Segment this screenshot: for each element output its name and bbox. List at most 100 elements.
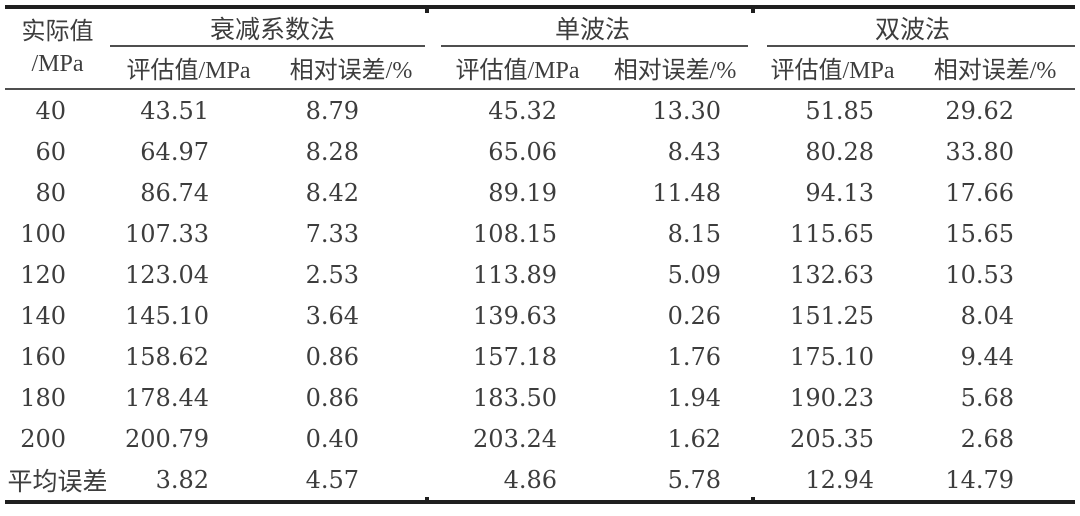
cell-error: 5.09 [667,260,722,289]
cell-error: 8.04 [960,301,1015,330]
cell-estimate: 51.85 [805,96,875,125]
rule-joint-tick [751,8,755,13]
cell-error: 8.42 [305,178,360,207]
header-actual-value: 实际值 /MPa [5,9,110,90]
cell-actual: 200 [20,424,66,453]
cell-error: 14.79 [945,465,1015,494]
header-group-row: 实际值 /MPa 衰减系数法 单波法 双波法 [5,9,1076,90]
cell-estimate: 64.97 [140,137,209,166]
table-row: 120 123.04 2.53 113.89 5.09 132.63 10.53 [5,254,1075,295]
cell-error: 1.94 [667,383,722,412]
cell-estimate: 43.51 [140,96,209,125]
cell-error: 3.64 [305,301,360,330]
table-row: 80 86.74 8.42 89.19 11.48 94.13 17.66 [5,172,1075,213]
cell-actual: 180 [20,383,66,412]
cell-error: 2.53 [305,260,360,289]
cell-estimate: 203.24 [473,424,558,453]
subheader-error-1: 相对误差/% [267,47,436,90]
cell-estimate: 107.33 [125,219,209,248]
header-group-single-wave-method: 单波法 [435,9,750,47]
cell-error: 1.62 [667,424,722,453]
cell-estimate: 65.06 [488,137,558,166]
cell-error: 5.78 [667,465,722,494]
cell-error: 10.53 [945,260,1015,289]
cell-error: 8.28 [305,137,360,166]
cell-estimate: 94.13 [805,178,875,207]
cell-error: 8.43 [667,137,722,166]
cell-error: 9.44 [960,342,1015,371]
cell-error: 29.62 [945,96,1015,125]
cell-estimate: 108.15 [473,219,558,248]
cell-error: 5.68 [960,383,1015,412]
cell-estimate: 145.10 [125,301,209,330]
subheader-estimate-2: 评估值/MPa [435,47,601,90]
rule-joint-tick [425,497,429,502]
cell-error: 0.86 [305,342,360,371]
cell-estimate: 89.19 [488,178,558,207]
cell-error: 0.86 [305,383,360,412]
cell-actual: 100 [20,219,66,248]
cell-error: 4.57 [305,465,360,494]
cell-estimate: 158.62 [125,342,209,371]
header-actual-line2: /MPa [31,50,84,77]
cell-actual: 40 [35,96,66,125]
cell-estimate: 139.63 [473,301,558,330]
cell-error: 2.68 [960,424,1015,453]
cell-error: 33.80 [945,137,1015,166]
table-row: 40 43.51 8.79 45.32 13.30 51.85 29.62 [5,90,1075,131]
cell-estimate: 178.44 [125,383,209,412]
cell-actual: 80 [35,178,66,207]
header-group-attenuation-method: 衰减系数法 [110,9,435,47]
cell-estimate: 190.23 [790,383,875,412]
cell-estimate: 4.86 [503,465,558,494]
cell-estimate: 3.82 [155,465,209,494]
subheader-error-2: 相对误差/% [600,47,751,90]
cell-estimate: 132.63 [790,260,875,289]
cell-actual: 140 [20,301,66,330]
table-row: 180 178.44 0.86 183.50 1.94 190.23 5.68 [5,377,1075,418]
cell-average-label: 平均误差 [7,466,108,496]
cell-estimate: 115.65 [790,219,875,248]
table-row: 60 64.97 8.28 65.06 8.43 80.28 33.80 [5,131,1075,172]
subheader-error-3: 相对误差/% [915,47,1076,90]
table-row: 160 158.62 0.86 157.18 1.76 175.10 9.44 [5,336,1075,377]
cell-error: 15.65 [945,219,1015,248]
cell-error: 13.30 [652,96,722,125]
cell-estimate: 123.04 [125,260,209,289]
cell-estimate: 175.10 [790,342,875,371]
cell-error: 8.79 [305,96,360,125]
cell-estimate: 12.94 [805,465,875,494]
cell-actual: 60 [35,137,66,166]
header-group-double-wave-method: 双波法 [750,9,1076,47]
cell-estimate: 86.74 [140,178,209,207]
rule-joint-tick [425,8,429,13]
cell-error: 7.33 [305,219,360,248]
table-row: 200 200.79 0.40 203.24 1.62 205.35 2.68 [5,418,1075,459]
table-row: 140 145.10 3.64 139.63 0.26 151.25 8.04 [5,295,1075,336]
cell-error: 1.76 [667,342,722,371]
cell-estimate: 200.79 [125,424,209,453]
stress-evaluation-table: 实际值 /MPa 衰减系数法 单波法 双波法 评估值/MPa 相对误差/% 评估… [5,5,1076,504]
subheader-estimate-3: 评估值/MPa [750,47,916,90]
table-row: 100 107.33 7.33 108.15 8.15 115.65 15.65 [5,213,1075,254]
cell-estimate: 80.28 [805,137,875,166]
header-sub-row: 评估值/MPa 相对误差/% 评估值/MPa 相对误差/% 评估值/MPa 相对… [5,47,1076,90]
cell-estimate: 157.18 [473,342,558,371]
subheader-estimate-1: 评估值/MPa [110,47,267,90]
cell-estimate: 113.89 [473,260,558,289]
cell-estimate: 183.50 [473,383,558,412]
cell-error: 11.48 [652,178,722,207]
cell-error: 17.66 [945,178,1015,207]
header-actual-line1: 实际值 [21,19,94,46]
cell-estimate: 151.25 [790,301,875,330]
cell-actual: 120 [20,260,66,289]
cell-error: 0.40 [305,424,360,453]
cell-error: 0.26 [667,301,722,330]
cell-estimate: 205.35 [790,424,875,453]
table-row-average: 平均误差 3.82 4.57 4.86 5.78 12.94 14.79 [5,459,1075,500]
cell-estimate: 45.32 [488,96,558,125]
cell-error: 8.15 [667,219,722,248]
rule-joint-tick [751,497,755,502]
cell-actual: 160 [20,342,66,371]
